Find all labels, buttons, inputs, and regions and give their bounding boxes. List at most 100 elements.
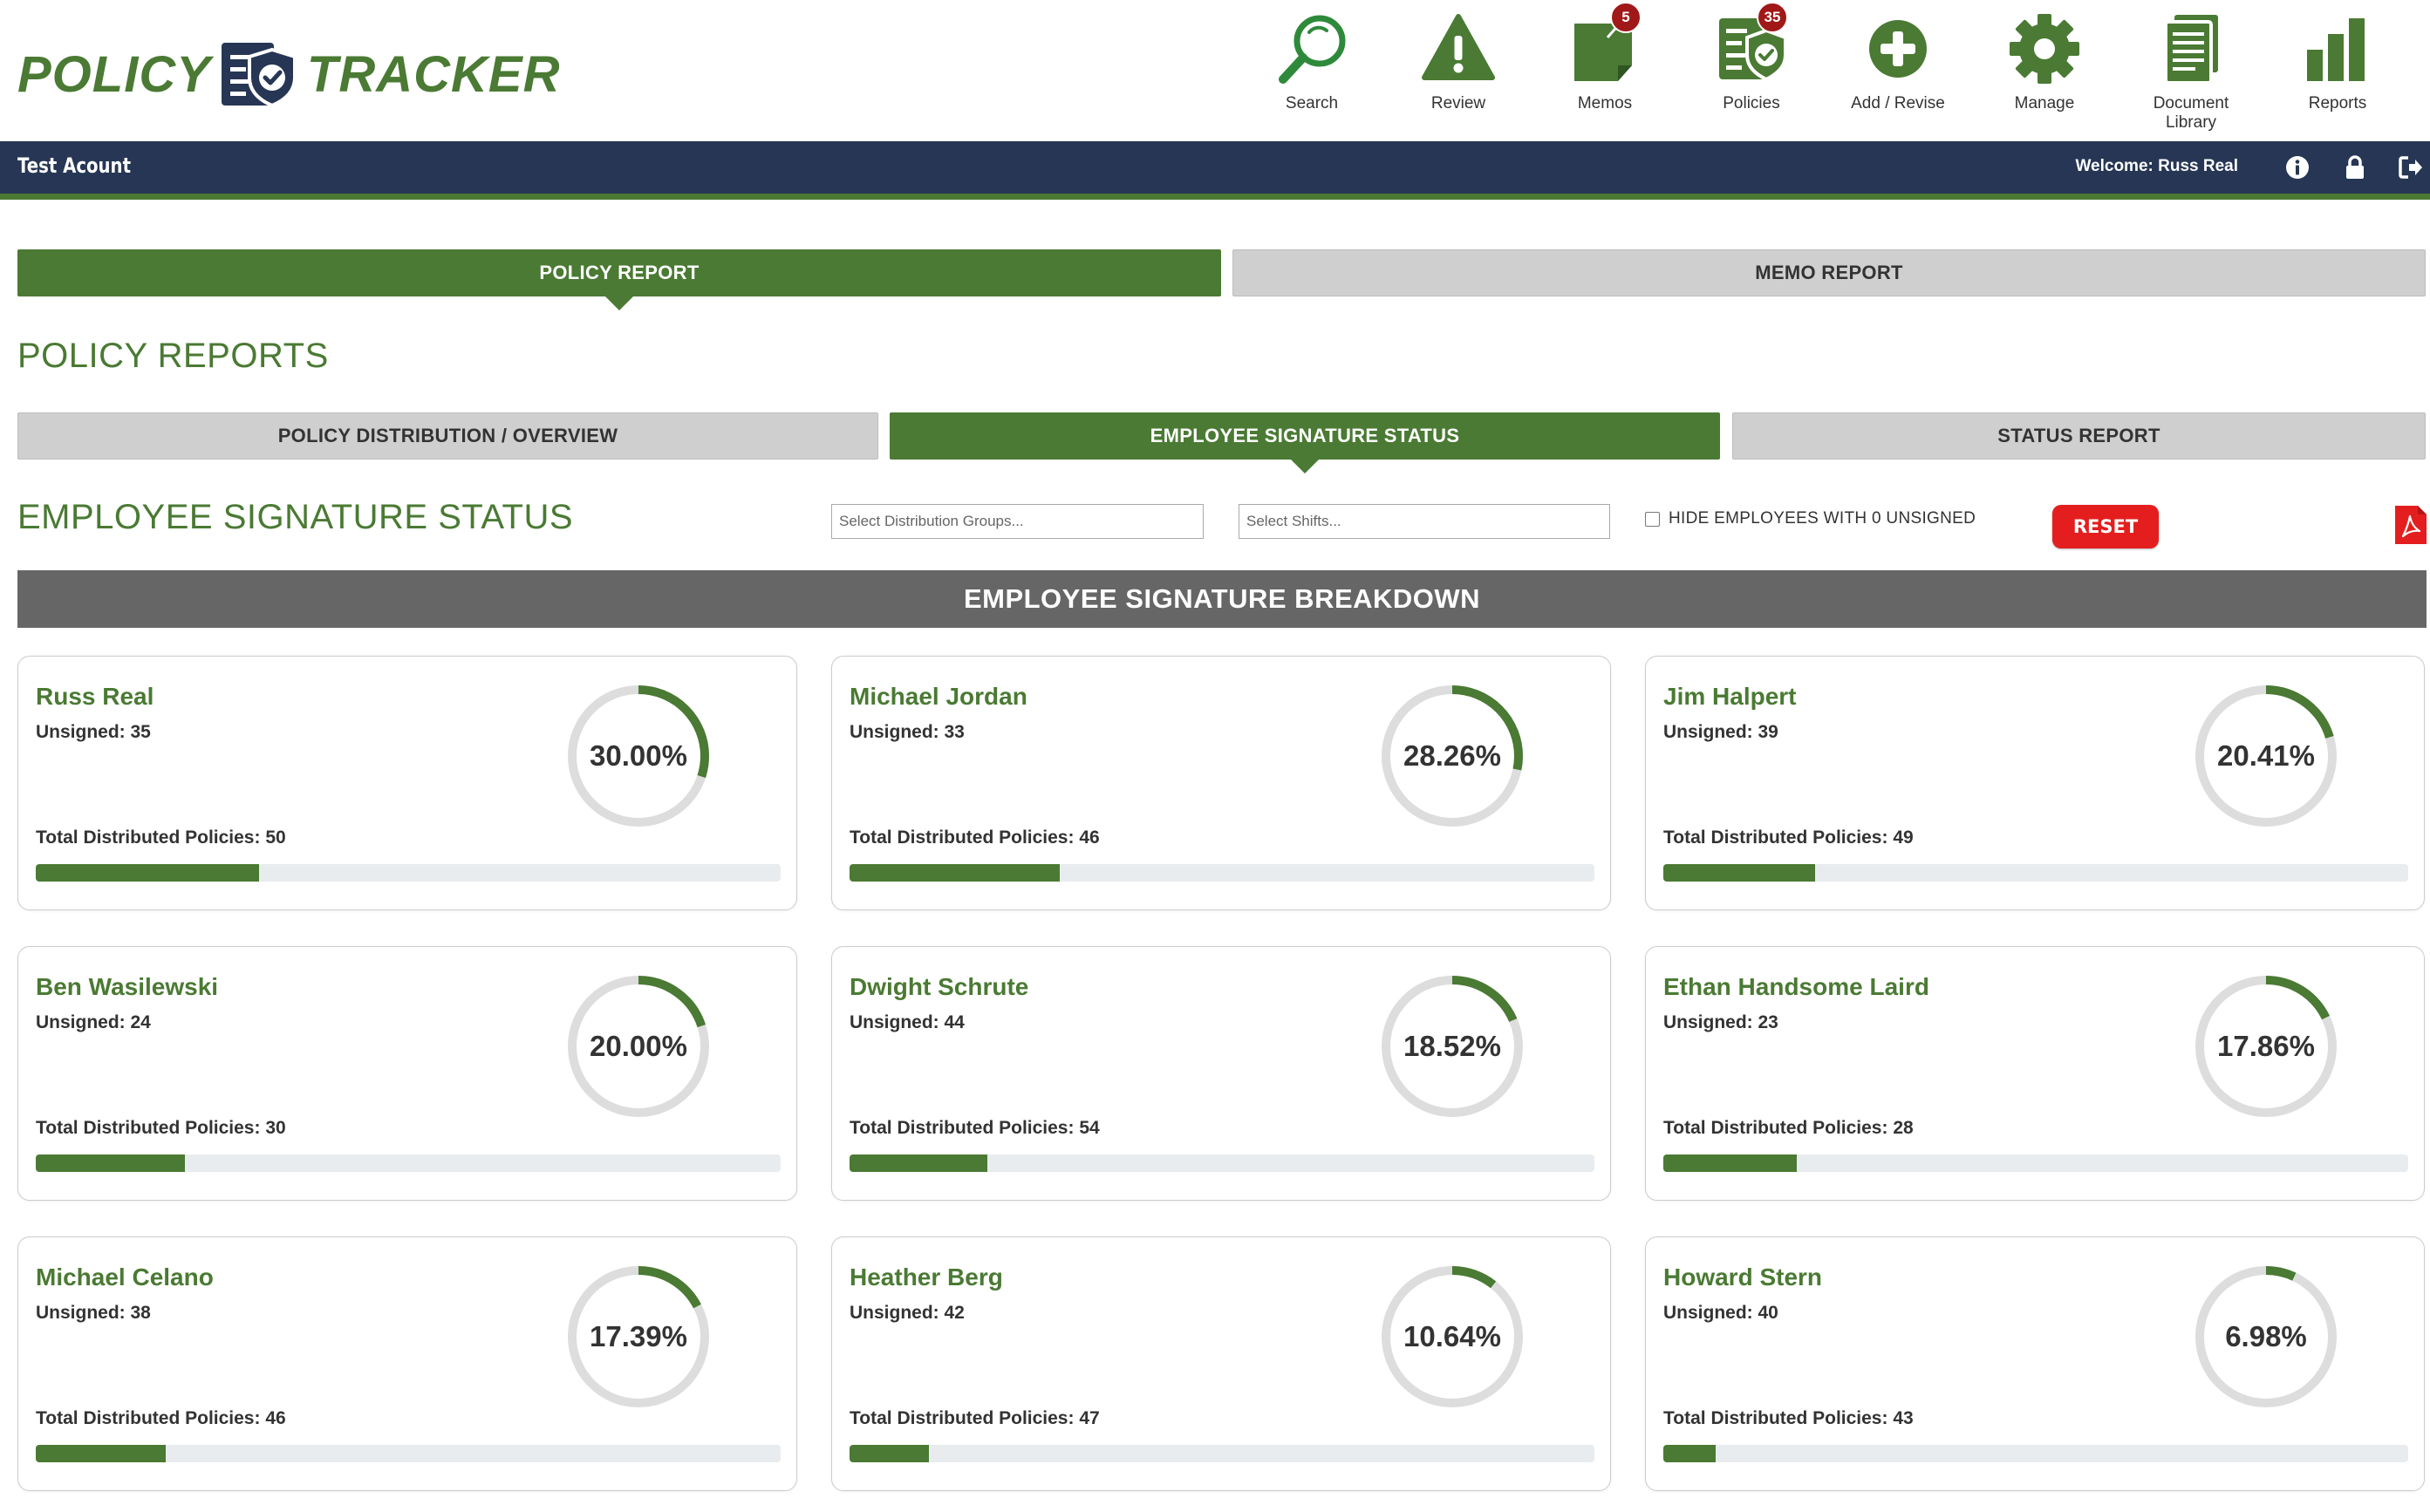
total-label: Total Distributed Policies: (1663, 828, 1894, 848)
employee-name[interactable]: Dwight Schrute (850, 973, 1029, 1000)
tab-memo-report[interactable]: MEMO REPORT (1232, 249, 2426, 296)
shifts-select[interactable]: Select Shifts... (1239, 504, 1610, 539)
nav-manage[interactable]: Manage (1971, 7, 2118, 138)
ring-progress (568, 1266, 709, 1407)
signed-percent-ring: 20.41% (2191, 681, 2341, 831)
unsigned-count: Unsigned: 24 (36, 1012, 151, 1033)
hide-zero-unsigned-toggle[interactable]: HIDE EMPLOYEES WITH 0 UNSIGNED (1645, 509, 1976, 528)
logout-icon[interactable] (2397, 153, 2425, 181)
unsigned-label: Unsigned: (36, 1012, 131, 1032)
employee-name[interactable]: Ethan Handsome Laird (1663, 973, 1929, 1000)
tab-policy-report[interactable]: POLICY REPORT (17, 249, 1221, 310)
ring-progress (2195, 1266, 2337, 1407)
top-header: POLICY TRACKER Search (0, 0, 2430, 141)
signed-progress-fill (850, 1154, 988, 1172)
unsigned-label: Unsigned: (36, 1303, 131, 1323)
nav-search[interactable]: Search (1239, 7, 1385, 138)
section-title: EMPLOYEE SIGNATURE STATUS (17, 498, 574, 536)
unsigned-value: 23 (1758, 1012, 1778, 1032)
total-distributed: Total Distributed Policies: 28 (1663, 1118, 1914, 1139)
employee-name[interactable]: Howard Stern (1663, 1263, 1823, 1291)
signed-progress-bar (1663, 1154, 2408, 1172)
unsigned-value: 39 (1758, 722, 1778, 742)
nav-reports[interactable]: Reports (2264, 7, 2411, 138)
employee-name[interactable]: Jim Halpert (1663, 683, 1797, 710)
total-distributed: Total Distributed Policies: 46 (36, 1408, 286, 1429)
total-label: Total Distributed Policies: (850, 828, 1080, 848)
pdf-export-icon[interactable] (2393, 504, 2428, 546)
signed-progress-bar (36, 1445, 781, 1462)
nav-document-library-label: Document Library (2153, 94, 2229, 132)
total-value: 46 (265, 1408, 286, 1428)
total-label: Total Distributed Policies: (850, 1408, 1080, 1428)
nav-document-library[interactable]: Document Library (2118, 7, 2264, 138)
nav-policies[interactable]: 35 Policies (1678, 2, 1825, 138)
ring-progress (568, 685, 709, 827)
signed-progress-fill (36, 864, 260, 882)
logo-shield-icon (221, 43, 297, 108)
employee-name[interactable]: Russ Real (36, 683, 154, 710)
distribution-groups-select[interactable]: Select Distribution Groups... (831, 504, 1204, 539)
unsigned-label: Unsigned: (850, 1303, 945, 1323)
nav-memos[interactable]: 5 Memos (1532, 2, 1678, 138)
employee-card: Michael Jordan Unsigned: 33 Total Distribu… (831, 656, 1611, 910)
memo-icon: 5 (1563, 2, 1647, 91)
total-value: 47 (1079, 1408, 1100, 1428)
app-logo[interactable]: POLICY TRACKER (17, 35, 560, 113)
nav-add-revise-label: Add / Revise (1851, 94, 1945, 112)
signed-percent-ring: 17.39% (563, 1262, 713, 1412)
unsigned-count: Unsigned: 23 (1663, 1012, 1778, 1033)
employee-card: Ben Wasilewski Unsigned: 24 Total Distribu… (17, 946, 797, 1201)
hide-zero-unsigned-checkbox[interactable] (1645, 511, 1660, 527)
total-distributed: Total Distributed Policies: 50 (36, 828, 286, 848)
unsigned-label: Unsigned: (36, 722, 131, 742)
signed-percent-text: 20.41% (2217, 739, 2315, 772)
total-value: 50 (265, 828, 286, 848)
unsigned-value: 38 (130, 1303, 151, 1323)
ring-progress (568, 976, 709, 1117)
signed-percent-text: 17.39% (590, 1320, 687, 1352)
info-icon[interactable] (2283, 153, 2311, 181)
total-value: 46 (1079, 828, 1100, 848)
plus-circle-icon (1856, 7, 1940, 91)
total-value: 49 (1893, 828, 1914, 848)
signed-percent-ring: 28.26% (1377, 681, 1527, 831)
tab-employee-signature-status[interactable]: EMPLOYEE SIGNATURE STATUS (890, 412, 1720, 473)
total-label: Total Distributed Policies: (1663, 1408, 1894, 1428)
total-distributed: Total Distributed Policies: 46 (850, 828, 1100, 848)
employee-name[interactable]: Heather Berg (850, 1263, 1003, 1291)
unsigned-value: 33 (944, 722, 965, 742)
total-distributed: Total Distributed Policies: 43 (1663, 1408, 1914, 1429)
nav-review[interactable]: Review (1385, 7, 1532, 138)
nav-add-revise[interactable]: Add / Revise (1825, 7, 1971, 138)
signed-percent-text: 17.86% (2217, 1030, 2315, 1062)
total-distributed: Total Distributed Policies: 30 (36, 1118, 286, 1139)
unsigned-label: Unsigned: (850, 722, 945, 742)
page-title: POLICY REPORTS (17, 337, 329, 375)
unsigned-label: Unsigned: (1663, 1303, 1758, 1323)
total-value: 30 (265, 1118, 286, 1138)
tab-policy-distribution[interactable]: POLICY DISTRIBUTION / OVERVIEW (17, 412, 878, 460)
employee-name[interactable]: Michael Jordan (850, 683, 1027, 710)
employee-name[interactable]: Ben Wasilewski (36, 973, 219, 1000)
ring-progress (1382, 976, 1523, 1117)
total-value: 43 (1893, 1408, 1914, 1428)
ring-progress (2195, 685, 2337, 827)
unsigned-count: Unsigned: 44 (850, 1012, 965, 1033)
employee-name[interactable]: Michael Celano (36, 1263, 214, 1291)
unsigned-label: Unsigned: (1663, 1012, 1758, 1032)
signed-percent-ring: 17.86% (2191, 971, 2341, 1121)
tab-status-report[interactable]: STATUS REPORT (1732, 412, 2426, 460)
unsigned-value: 40 (1758, 1303, 1778, 1323)
lock-icon[interactable] (2341, 153, 2369, 181)
signed-progress-bar (36, 1154, 781, 1172)
policy-check-icon: 35 (1710, 2, 1793, 91)
signed-progress-fill (36, 1154, 185, 1172)
signed-percent-text: 6.98% (2225, 1320, 2307, 1352)
reset-button[interactable]: RESET (2052, 505, 2159, 548)
ring-progress (1382, 685, 1523, 827)
unsigned-value: 24 (130, 1012, 151, 1032)
signed-progress-fill (850, 864, 1061, 882)
employee-card: Heather Berg Unsigned: 42 Total Distribute… (831, 1236, 1611, 1491)
unsigned-count: Unsigned: 35 (36, 722, 151, 743)
